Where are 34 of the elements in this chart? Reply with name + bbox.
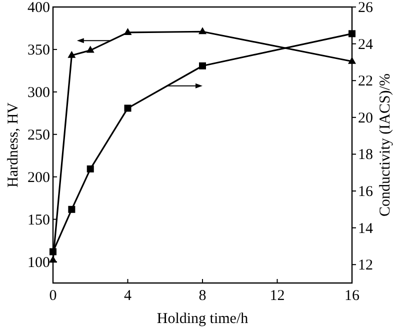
y2-tick-label: 22 — [358, 74, 373, 90]
y-tick-label: 300 — [28, 84, 50, 101]
x-tick-label: 12 — [270, 288, 285, 304]
point — [124, 28, 132, 35]
y-tick-label: 100 — [28, 254, 50, 271]
point — [86, 165, 94, 172]
x-axis-title: Holding time/h — [156, 311, 249, 327]
y2-tick-label: 14 — [358, 220, 374, 237]
y2-axis-title: Conductivity (IACS)/% — [377, 74, 394, 216]
point — [50, 248, 56, 256]
point — [348, 56, 356, 64]
x-tick-label: 4 — [124, 288, 132, 304]
y-tick-label: 200 — [28, 170, 50, 186]
y2-tick-label: 18 — [358, 147, 373, 164]
y-tick-label: 150 — [28, 212, 50, 228]
y-tick-label: 250 — [28, 127, 50, 144]
point — [86, 46, 94, 53]
y2-tick-label: 16 — [358, 184, 374, 200]
point — [68, 206, 76, 213]
point — [198, 27, 206, 34]
x-tick-label: 16 — [344, 288, 360, 304]
y2-tick-label: 20 — [358, 110, 373, 126]
x-tick-label: 0 — [49, 288, 57, 304]
y-axis-title: Hardness, HV — [5, 102, 22, 188]
x-tick-label: 8 — [198, 288, 206, 304]
y2-tick-label: 12 — [358, 258, 373, 274]
point — [199, 62, 206, 70]
y2-tick-label: 24 — [358, 36, 374, 53]
y-tick-label: 400 — [28, 0, 50, 16]
point — [68, 50, 76, 58]
point — [348, 30, 356, 38]
point — [124, 104, 132, 112]
y-tick-label: 350 — [28, 42, 50, 58]
y2-tick-label: 26 — [358, 0, 374, 16]
